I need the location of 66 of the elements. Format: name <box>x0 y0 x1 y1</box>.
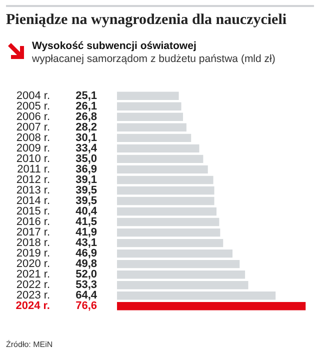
data-label: 39,5 <box>76 195 97 208</box>
bar <box>117 154 204 164</box>
data-label: 53,3 <box>76 279 97 292</box>
y-tick-label: 2015 r. <box>16 206 50 218</box>
data-label: 33,4 <box>76 142 98 154</box>
y-tick-label: 2012 r. <box>16 174 50 186</box>
bar <box>117 238 224 248</box>
y-tick-label: 2024 r. <box>16 300 50 312</box>
y-tick-label: 2023 r. <box>16 290 50 302</box>
bar <box>117 260 240 268</box>
y-tick-label: 2007 r. <box>16 121 50 134</box>
bar <box>117 207 216 216</box>
bar <box>117 196 214 206</box>
text: Źródło: MEiN <box>6 340 53 349</box>
bar <box>117 186 214 195</box>
data-label: 36,9 <box>76 163 97 176</box>
y-tick-label: 2013 r. <box>16 184 50 197</box>
bar <box>117 102 182 110</box>
bar <box>117 302 306 310</box>
data-label: 76,6 <box>76 300 97 312</box>
bar <box>117 134 192 142</box>
y-tick-label: 2009 r. <box>16 142 50 154</box>
y-tick-label: 2021 r. <box>16 268 50 281</box>
data-label: 40,4 <box>76 206 98 218</box>
y-tick-label: 2018 r. <box>16 237 50 250</box>
y-tick-label: 2016 r. <box>16 216 50 228</box>
bar <box>117 281 248 290</box>
data-label: 28,2 <box>76 121 97 134</box>
bar <box>117 92 179 100</box>
data-label: 64,4 <box>76 290 98 302</box>
data-label: 39,5 <box>76 184 97 197</box>
bar <box>117 123 186 132</box>
bar <box>117 270 246 279</box>
y-tick-label: 2010 r. <box>16 152 50 165</box>
y-tick-label: 2008 r. <box>16 132 50 144</box>
data-label: 30,1 <box>76 132 97 144</box>
y-tick-label: 2022 r. <box>16 279 50 292</box>
y-tick-label: 2011 r. <box>17 163 50 176</box>
y-tick-label: 2017 r. <box>16 226 50 239</box>
data-label: 41,9 <box>76 226 97 239</box>
data-label: 46,9 <box>76 248 97 260</box>
data-label: 39,1 <box>76 174 97 186</box>
data-label: 26,8 <box>76 110 97 123</box>
chart-title: Pieniądze na wynagrodzenia dla nauczycieli <box>6 12 287 29</box>
bar <box>117 112 183 121</box>
bar <box>117 228 220 237</box>
data-label: 52,0 <box>76 268 97 281</box>
bar <box>117 165 208 174</box>
data-label: 25,1 <box>76 90 97 102</box>
bar <box>117 249 232 258</box>
bar <box>117 218 220 226</box>
y-tick-label: 2014 r. <box>16 195 50 208</box>
y-tick-label: 2020 r. <box>16 258 50 270</box>
data-label: 35,0 <box>76 152 97 165</box>
data-label: 49,8 <box>76 258 97 270</box>
data-label: 26,1 <box>76 100 97 112</box>
data-label: 43,1 <box>76 237 97 250</box>
bar <box>117 292 276 300</box>
bar <box>117 144 200 153</box>
chart-subtitle: Wysokość subwencji oświatowej wypłacanej samorządom z budżetu państwa (mld zł) <box>32 40 276 65</box>
y-tick-label: 2006 r. <box>16 110 50 123</box>
data-label: 41,5 <box>76 216 97 228</box>
y-tick-label: 2019 r. <box>16 248 50 260</box>
y-tick-label: 2004 r. <box>16 90 50 102</box>
bar <box>117 176 214 184</box>
y-tick-label: 2005 r. <box>16 100 50 112</box>
